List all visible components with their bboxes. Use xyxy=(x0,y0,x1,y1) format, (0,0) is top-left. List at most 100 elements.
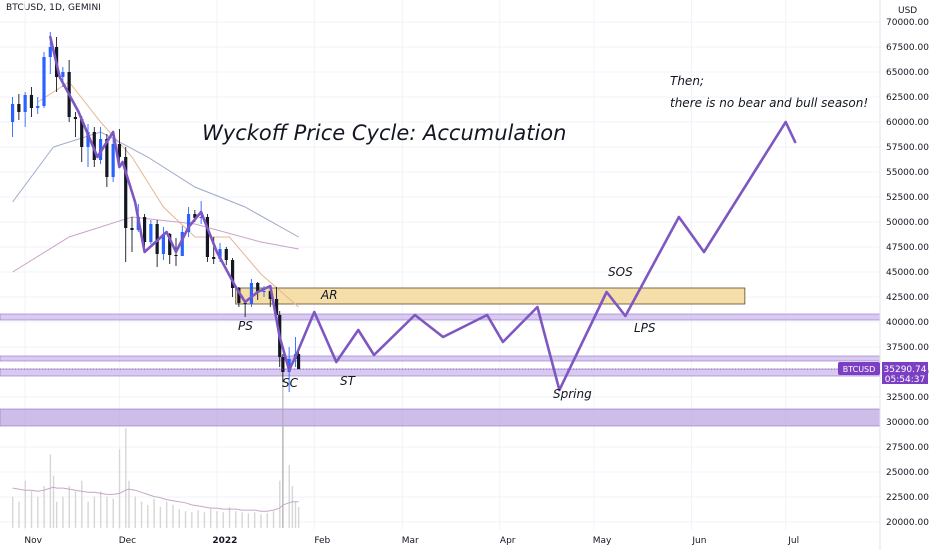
volume-bar xyxy=(197,510,199,528)
price-badge-price: 35290.74 xyxy=(884,365,927,375)
volume-bar xyxy=(99,491,102,528)
x-tick-label: Jul xyxy=(787,536,799,546)
volume-bar xyxy=(241,512,243,528)
volume-bar xyxy=(18,501,20,528)
volume-bar xyxy=(165,501,168,528)
y-tick-label: 27500.00 xyxy=(886,443,929,453)
volume-bar xyxy=(172,504,174,528)
candle-body xyxy=(186,214,191,232)
y-tick-label: 70000.00 xyxy=(886,18,929,28)
volume-bar xyxy=(184,511,187,528)
zone-band xyxy=(0,355,881,362)
volume-bar xyxy=(43,486,45,528)
volume-bar xyxy=(153,498,155,528)
candle-body xyxy=(249,283,254,304)
x-tick-label: Apr xyxy=(500,536,516,546)
candle-body xyxy=(130,228,134,230)
candle-body xyxy=(42,57,46,106)
volume-bar xyxy=(253,512,256,528)
volume-panel xyxy=(11,378,300,528)
volume-bar xyxy=(128,480,130,528)
x-tick-label: Mar xyxy=(402,536,419,546)
price-badge-symbol: BTCUSD xyxy=(843,365,876,374)
volume-bar xyxy=(37,496,39,528)
label-lps: LPS xyxy=(634,321,656,335)
x-tick-label: Jun xyxy=(691,536,706,546)
candle-body xyxy=(117,144,122,157)
candle-body xyxy=(268,291,272,299)
volume-bar xyxy=(62,496,64,528)
note-line-1: Then; xyxy=(670,74,704,88)
volume-bar xyxy=(291,486,294,528)
volume-bar xyxy=(297,507,300,528)
x-axis: Nov Dec 2022 Feb Mar Apr May Jun Jul xyxy=(24,536,799,546)
zone-band xyxy=(0,408,881,427)
label-spring: Spring xyxy=(553,387,592,401)
candle-body xyxy=(80,119,84,147)
volume-bar xyxy=(209,509,212,528)
candle-body xyxy=(218,249,222,259)
volume-bar xyxy=(260,514,262,528)
candle-body xyxy=(98,139,103,160)
x-tick-label: Dec xyxy=(119,536,136,546)
volume-bar xyxy=(203,512,206,528)
candle-body xyxy=(180,232,184,256)
y-tick-label: 65000.00 xyxy=(886,68,929,78)
volume-bar xyxy=(11,496,14,528)
label-ar: AR xyxy=(320,288,338,302)
volume-bar xyxy=(235,511,237,528)
volume-bar xyxy=(288,465,290,528)
volume-ma-line xyxy=(12,486,299,512)
volume-bar xyxy=(140,501,143,528)
y-tick-label: 20000.00 xyxy=(886,518,929,528)
zone-band xyxy=(235,287,746,305)
volume-bar xyxy=(279,480,281,528)
volume-bar xyxy=(106,496,108,528)
candle-body xyxy=(124,157,128,228)
volume-bar xyxy=(87,501,89,528)
volume-bar xyxy=(30,491,33,528)
candle-body xyxy=(199,217,203,218)
label-sos: SOS xyxy=(608,265,633,279)
volume-bar xyxy=(112,498,114,528)
volume-bar xyxy=(49,454,52,528)
candle-body xyxy=(230,260,235,288)
candle-body xyxy=(243,303,247,304)
label-sc: SC xyxy=(282,376,299,390)
y-tick-label: 37500.00 xyxy=(886,343,929,353)
volume-bar xyxy=(178,509,180,528)
label-ps: PS xyxy=(238,319,253,333)
candle-body xyxy=(274,299,279,315)
volume-bar xyxy=(125,428,127,528)
candle-body xyxy=(256,283,260,292)
candle-body xyxy=(36,106,40,108)
volume-bar xyxy=(266,513,268,528)
volume-bar xyxy=(222,512,224,528)
volume-bar xyxy=(191,512,193,528)
candle-body xyxy=(61,72,65,77)
candle-body xyxy=(281,357,285,372)
moving-average-line xyxy=(12,131,299,238)
candle-body xyxy=(17,104,21,112)
candle-body xyxy=(23,95,27,112)
price-badge-countdown: 05:54:37 xyxy=(885,375,925,385)
candle-body xyxy=(92,132,96,160)
y-tick-label: 42500.00 xyxy=(886,293,929,303)
candle-body xyxy=(149,224,153,242)
price-badge: BTCUSD 35290.74 05:54:37 xyxy=(838,362,928,385)
volume-bar xyxy=(74,491,77,528)
volume-bar xyxy=(147,504,149,528)
moving-average-line xyxy=(37,81,299,308)
volume-bar xyxy=(134,496,136,528)
candle-body xyxy=(237,288,241,303)
volume-bar xyxy=(52,475,55,528)
volume-bar xyxy=(118,449,121,528)
x-tick-label: Feb xyxy=(314,536,330,546)
candle-body xyxy=(142,217,147,242)
candle-body xyxy=(48,47,52,57)
chart-title: Wyckoff Price Cycle: Accumulation xyxy=(202,121,566,145)
volume-bar xyxy=(247,513,250,528)
y-tick-label: 22500.00 xyxy=(886,493,929,503)
y-axis: USD 70000.00 67500.00 65000.00 62500.00 6000… xyxy=(879,0,929,550)
